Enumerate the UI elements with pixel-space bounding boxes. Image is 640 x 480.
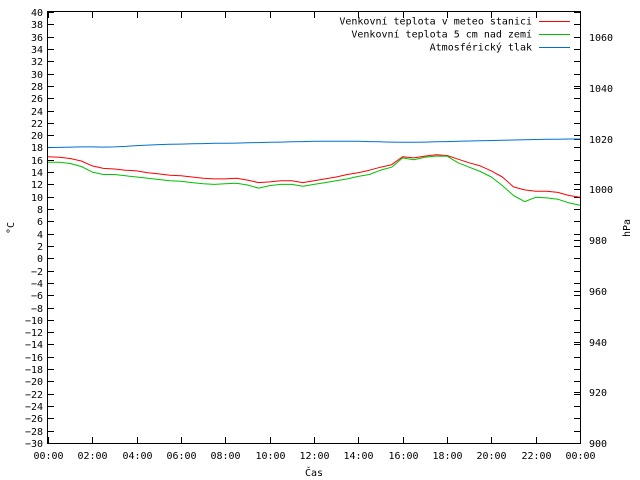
y-tick-label: 16 — [31, 156, 43, 167]
x-axis-ticks: 00:00 02:00 04:00 06:00 08:00 10:00 12:00 14:00… — [33, 12, 596, 462]
x-tick-label: 16:00 — [388, 451, 418, 462]
series-line-1 — [48, 155, 581, 206]
y-tick-label: 22 — [31, 119, 43, 130]
y2-tick-label: 1000 — [589, 185, 613, 196]
plot-frame — [47, 11, 581, 444]
y-tick-label: −18 — [25, 365, 43, 376]
y-tick-label: 30 — [31, 70, 43, 81]
y-tick-label: 28 — [31, 82, 43, 93]
x-tick-label: 00:00 — [33, 451, 63, 462]
y-tick-label: 18 — [31, 143, 43, 154]
y-tick-label: −16 — [25, 353, 43, 364]
x-tick-label: 12:00 — [299, 451, 329, 462]
x-tick-label: 08:00 — [210, 451, 240, 462]
y-tick-label: −24 — [25, 402, 43, 413]
y-tick-label: 4 — [37, 230, 43, 241]
x-tick-label: 04:00 — [122, 451, 152, 462]
legend-label: Atmosférický tlak — [430, 42, 532, 54]
y2-tick-label: 920 — [589, 388, 607, 399]
y-tick-label: −30 — [25, 439, 43, 450]
x-tick-label: 10:00 — [255, 451, 285, 462]
y2-tick-label: 900 — [589, 439, 607, 450]
x-tick-label: 00:00 — [565, 451, 595, 462]
y-tick-label: −2 — [31, 267, 43, 278]
x-tick-label: 14:00 — [343, 451, 373, 462]
x-axis-label: Čas — [305, 466, 323, 479]
legend: Venkovní teplota v meteo staniciVenkovní… — [339, 16, 570, 54]
y-tick-label: −20 — [25, 377, 43, 388]
y-tick-label: −12 — [25, 328, 43, 339]
y-axis-ticks: −30−28−26−24−22−20−18−16−14−12−10−8−6−4−… — [25, 8, 580, 450]
series-line-0 — [47, 154, 581, 198]
y-tick-label: 14 — [31, 168, 43, 179]
y-tick-label: −22 — [25, 390, 43, 401]
x-tick-label: 22:00 — [521, 451, 551, 462]
y2-tick-label: 980 — [589, 236, 607, 247]
x-tick-label: 06:00 — [166, 451, 196, 462]
y2-tick-label: 940 — [589, 338, 607, 349]
y-tick-label: 8 — [37, 205, 43, 216]
legend-label: Venkovní teplota v meteo stanici — [339, 16, 532, 28]
y-tick-label: −6 — [31, 291, 43, 302]
y2-tick-label: 960 — [589, 287, 607, 298]
y2-tick-label: 1060 — [589, 33, 613, 44]
y-tick-label: 24 — [31, 107, 43, 118]
y-tick-label: −26 — [25, 414, 43, 425]
y-axis-label: °C — [6, 222, 17, 234]
y-tick-label: 12 — [31, 180, 43, 191]
legend-label: Venkovní teplota 5 cm nad zemí — [351, 29, 532, 41]
y-tick-label: 20 — [31, 131, 43, 142]
y-tick-label: −14 — [25, 340, 43, 351]
y-tick-label: −8 — [31, 304, 43, 315]
y-tick-label: 10 — [31, 193, 43, 204]
y-tick-label: 40 — [31, 8, 43, 19]
y2-axis-label: hPa — [622, 219, 633, 237]
y2-axis-ticks: 900 920 940 960 980 1000 1020 1040 1060 — [574, 33, 613, 450]
y-tick-label: 0 — [37, 254, 43, 265]
x-tick-label: 02:00 — [77, 451, 107, 462]
x-tick-label: 20:00 — [476, 451, 506, 462]
y-tick-label: 36 — [31, 33, 43, 44]
y-tick-label: 32 — [31, 57, 43, 68]
y-tick-label: 26 — [31, 94, 43, 105]
y-tick-label: −4 — [31, 279, 43, 290]
y2-tick-label: 1020 — [589, 135, 613, 146]
y-tick-label: 2 — [37, 242, 43, 253]
y-tick-label: 6 — [37, 217, 43, 228]
y2-tick-label: 1040 — [589, 84, 613, 95]
series-lines — [47, 138, 581, 206]
y-tick-label: −28 — [25, 427, 43, 438]
x-tick-label: 18:00 — [432, 451, 462, 462]
y-tick-label: −10 — [25, 316, 43, 327]
y-tick-label: 38 — [31, 20, 43, 31]
series-line-2 — [47, 138, 580, 149]
y-tick-label: 34 — [31, 45, 43, 56]
